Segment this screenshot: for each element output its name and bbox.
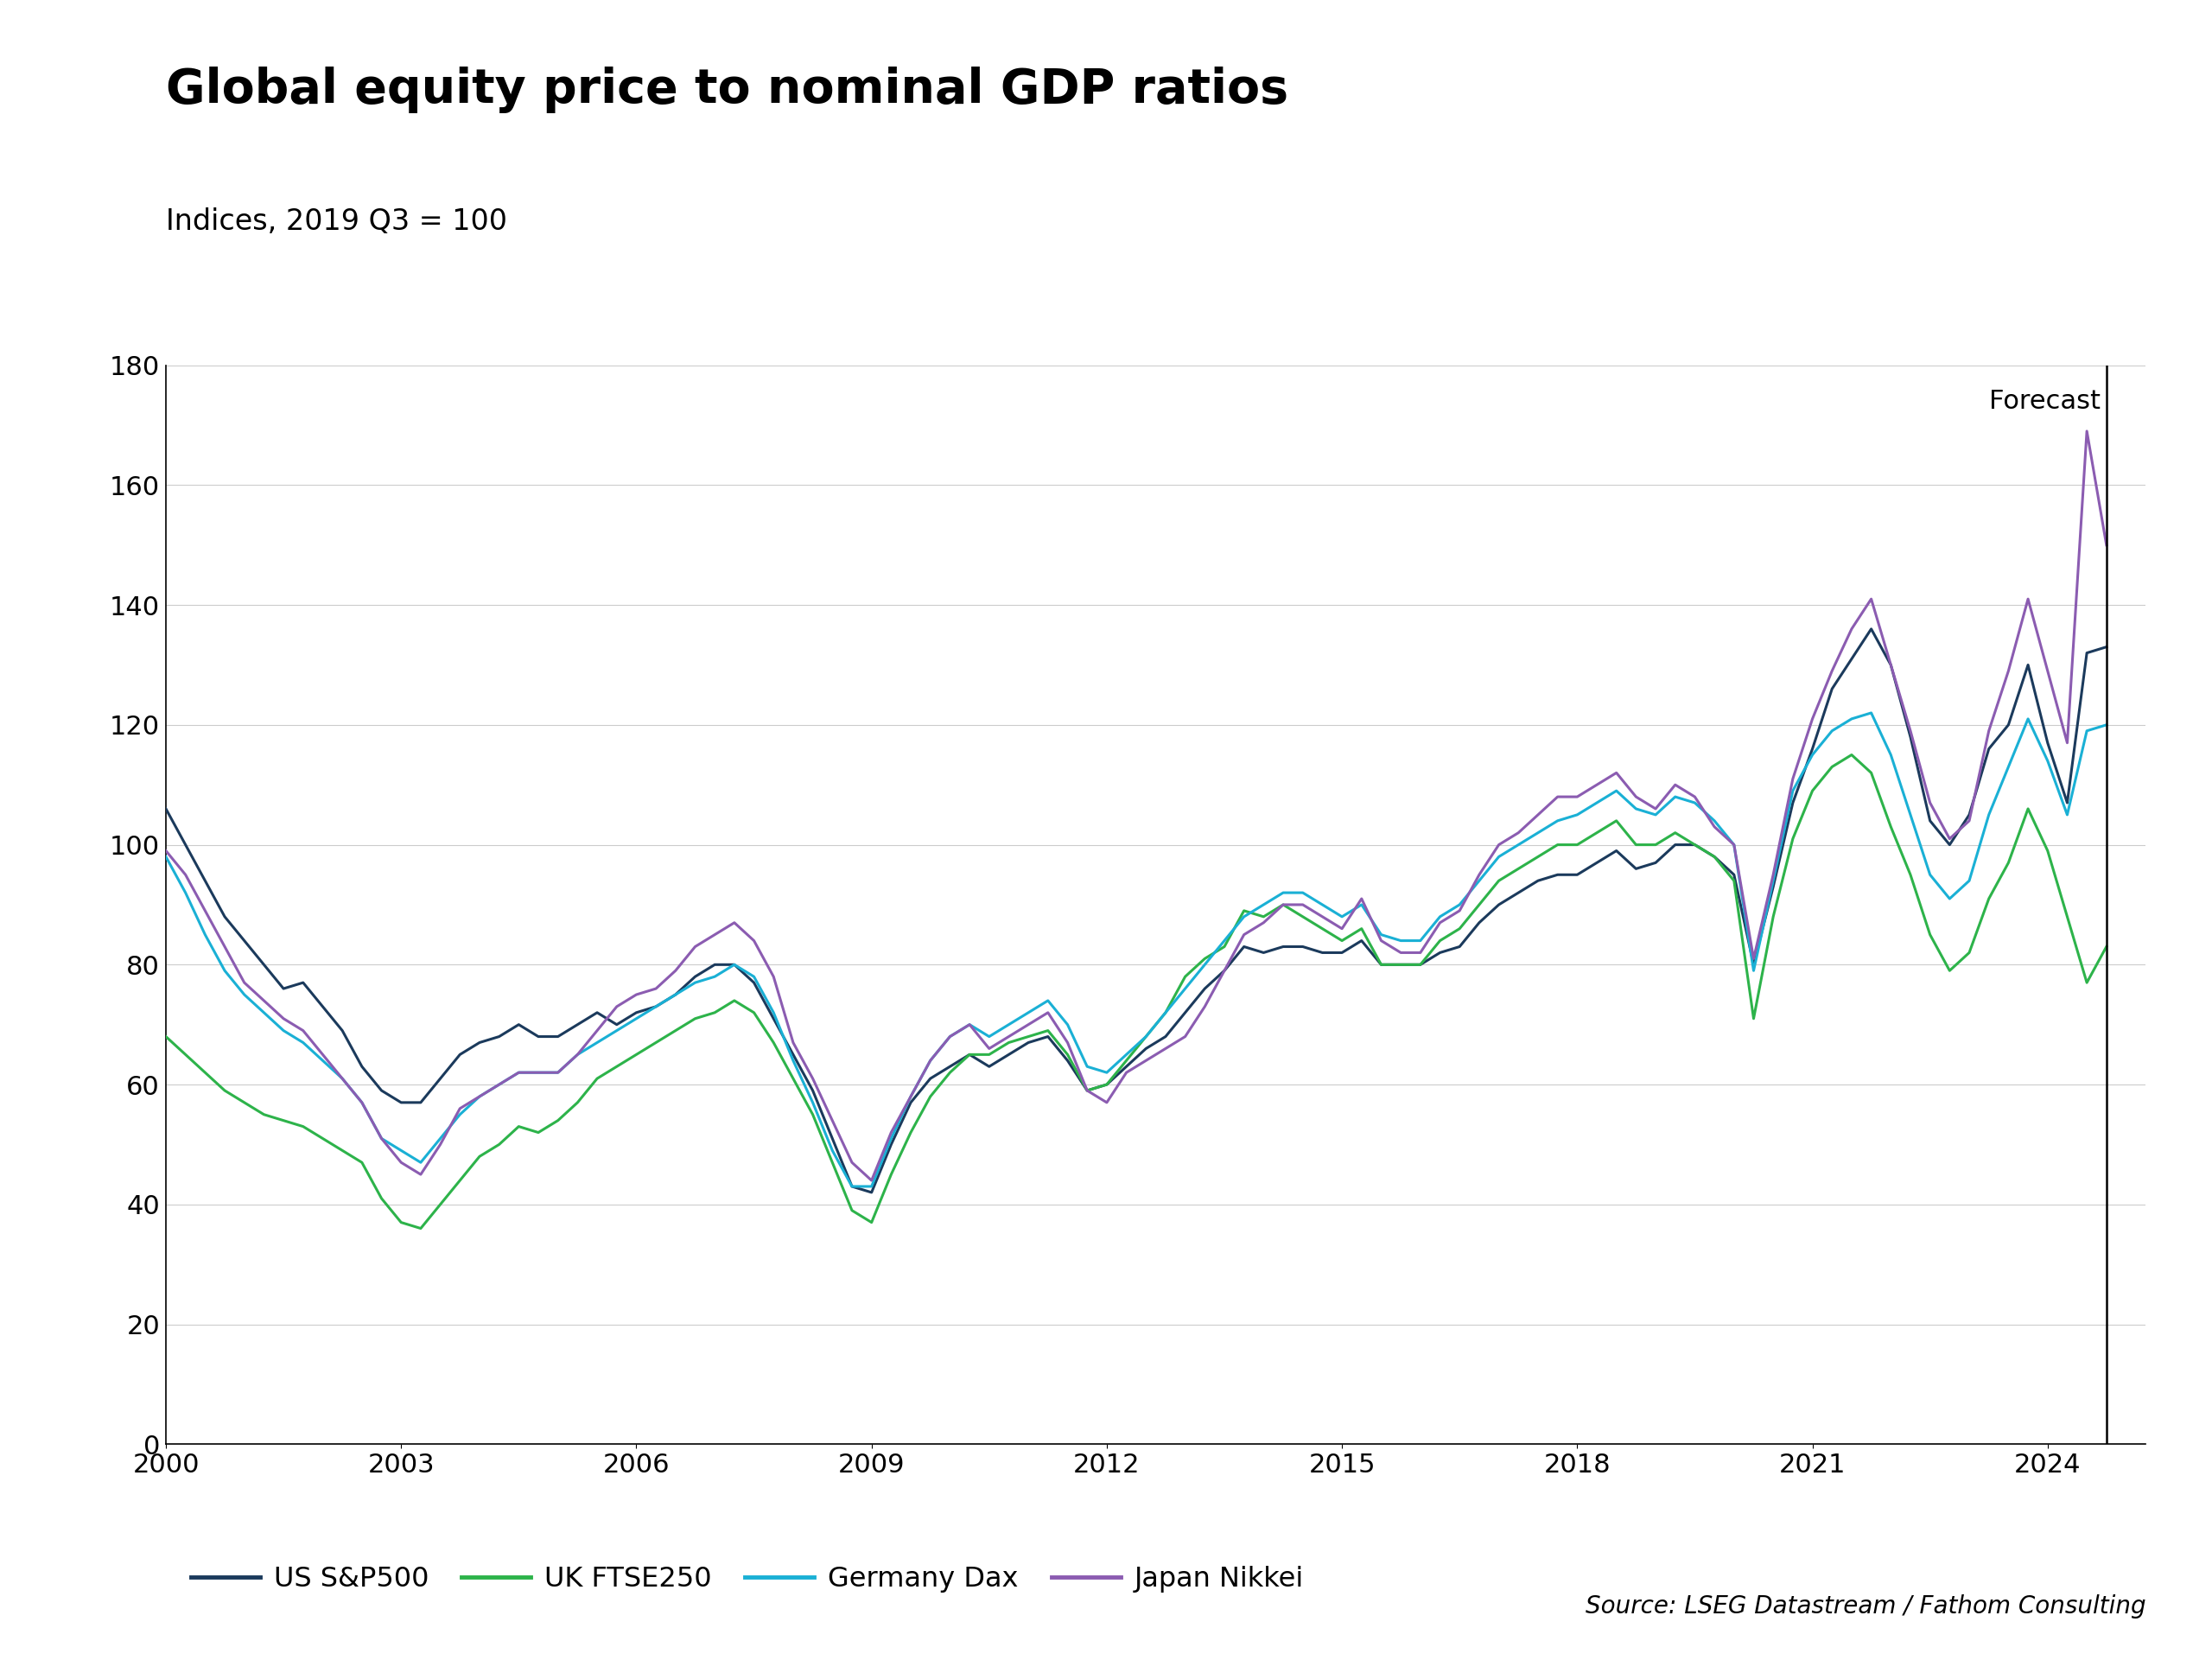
Legend: US S&P500, UK FTSE250, Germany Dax, Japan Nikkei: US S&P500, UK FTSE250, Germany Dax, Japa… [179,1555,1314,1604]
Germany Dax [604,1021,630,1041]
Japan Nikkei [2015,589,2042,609]
US S&P500 [153,798,179,818]
US S&P500 [524,1026,551,1046]
US S&P500 [858,1182,885,1202]
US S&P500 [604,1014,630,1034]
Germany Dax [153,847,179,867]
Text: Forecast: Forecast [1989,388,2099,415]
UK FTSE250 [1329,931,1356,951]
UK FTSE250 [407,1218,434,1238]
Japan Nikkei [524,1062,551,1082]
Japan Nikkei [2093,535,2119,554]
Germany Dax [2093,715,2119,735]
Japan Nikkei [858,1170,885,1190]
Japan Nikkei [1329,918,1356,938]
UK FTSE250 [1172,966,1199,986]
Line: UK FTSE250: UK FTSE250 [166,755,2106,1228]
Japan Nikkei [153,840,179,860]
Line: Germany Dax: Germany Dax [166,712,2106,1187]
US S&P500 [1329,943,1356,963]
Line: Japan Nikkei: Japan Nikkei [166,432,2106,1180]
UK FTSE250 [624,1044,650,1064]
Text: Indices, 2019 Q3 = 100: Indices, 2019 Q3 = 100 [166,208,507,236]
US S&P500 [1172,1003,1199,1023]
Germany Dax [1975,805,2002,825]
Japan Nikkei [2073,422,2099,442]
Line: US S&P500: US S&P500 [166,629,2106,1192]
US S&P500 [1975,739,2002,759]
UK FTSE250 [1975,888,2002,908]
US S&P500 [2035,734,2062,754]
Germany Dax [1172,979,1199,999]
Japan Nikkei [604,996,630,1016]
UK FTSE250 [2035,840,2062,860]
Text: Global equity price to nominal GDP ratios: Global equity price to nominal GDP ratio… [166,66,1287,113]
UK FTSE250 [1838,745,1865,765]
UK FTSE250 [544,1111,571,1130]
Germany Dax [2035,750,2062,770]
Japan Nikkei [1172,1026,1199,1046]
Text: Source: LSEG Datastream / Fathom Consulting: Source: LSEG Datastream / Fathom Consult… [1586,1594,2146,1618]
US S&P500 [2093,637,2119,657]
UK FTSE250 [2093,936,2119,956]
Germany Dax [838,1177,865,1197]
Japan Nikkei [1955,810,1982,830]
UK FTSE250 [153,1026,179,1046]
Germany Dax [524,1062,551,1082]
Germany Dax [1858,702,1885,722]
Germany Dax [1329,906,1356,926]
US S&P500 [1858,619,1885,639]
